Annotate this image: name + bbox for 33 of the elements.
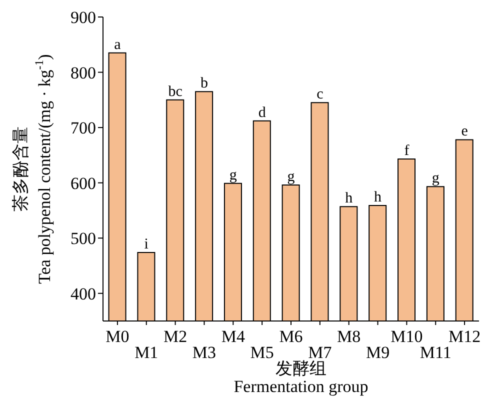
annotation: d — [258, 104, 266, 121]
annotation: bc — [168, 84, 183, 100]
y-tick-label: 500 — [70, 229, 96, 248]
x-tick-label: M11 — [420, 343, 452, 362]
x-axis-title: 发酵组 Fermentation group — [234, 359, 368, 396]
annotation: i — [144, 236, 148, 252]
x-tick-label: M0 — [106, 327, 130, 346]
annotation: e — [461, 124, 468, 140]
annotation: g — [229, 167, 238, 184]
x-tick-label: M5 — [250, 343, 274, 362]
annotation: h — [374, 189, 382, 206]
annotation: a — [114, 36, 122, 53]
y-tick-label: 700 — [70, 118, 96, 138]
annotation: c — [316, 86, 324, 103]
annotation: g — [287, 169, 296, 186]
x-tick-label: M2 — [163, 327, 188, 346]
x-tick-label: M4 — [221, 327, 246, 346]
x-tick-label: M10 — [390, 327, 423, 346]
x-tick-label: M7 — [308, 343, 332, 362]
annotation: b — [200, 76, 208, 92]
x-tick-label: M6 — [279, 327, 303, 346]
y-tick-label: 800 — [70, 63, 96, 82]
y-tick-label: 600 — [70, 174, 96, 193]
y-tick-label: 900 — [70, 8, 96, 28]
x-tick-label: M8 — [337, 327, 361, 346]
x-tick-label: M3 — [192, 343, 216, 362]
x-tick-label: M12 — [448, 327, 481, 346]
y-tick-label: 400 — [70, 284, 96, 304]
annotation: g — [432, 170, 440, 187]
annotation: h — [345, 190, 354, 207]
x-tick-label: M1 — [134, 343, 158, 362]
x-tick-label: M9 — [366, 343, 390, 362]
annotation: f — [404, 143, 410, 160]
